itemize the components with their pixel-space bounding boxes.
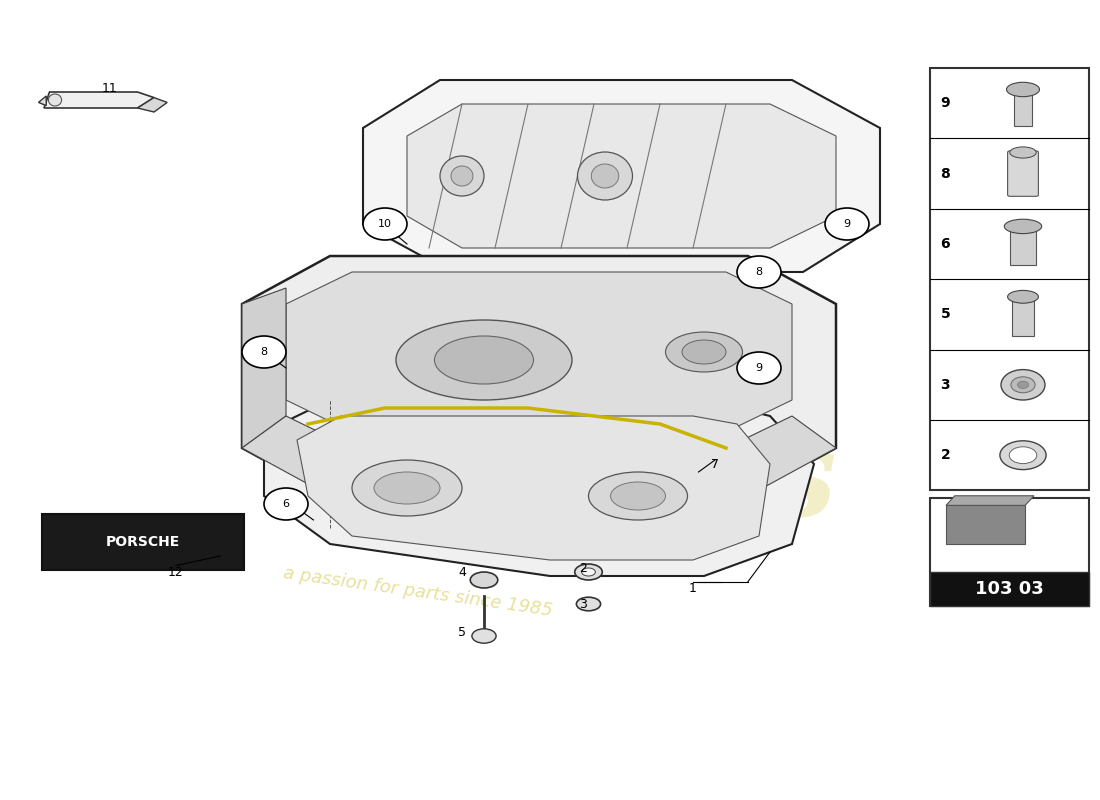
Polygon shape <box>297 416 770 560</box>
Ellipse shape <box>578 152 632 200</box>
Text: 5: 5 <box>458 626 466 638</box>
Text: 12: 12 <box>168 566 184 578</box>
FancyBboxPatch shape <box>1010 226 1036 265</box>
Ellipse shape <box>682 340 726 364</box>
Ellipse shape <box>1008 290 1038 303</box>
Ellipse shape <box>1006 82 1040 97</box>
Circle shape <box>825 208 869 240</box>
Text: 8: 8 <box>756 267 762 277</box>
Ellipse shape <box>1010 147 1036 158</box>
Ellipse shape <box>1000 441 1046 470</box>
Circle shape <box>737 352 781 384</box>
Ellipse shape <box>610 482 665 510</box>
Ellipse shape <box>592 164 618 188</box>
Ellipse shape <box>440 156 484 196</box>
Text: 7: 7 <box>711 458 719 470</box>
Text: 6: 6 <box>940 237 950 251</box>
Polygon shape <box>264 400 814 576</box>
Text: 11: 11 <box>102 82 118 94</box>
FancyBboxPatch shape <box>930 498 1089 606</box>
Polygon shape <box>242 256 836 496</box>
Ellipse shape <box>1011 377 1035 393</box>
Ellipse shape <box>1018 381 1028 389</box>
Ellipse shape <box>396 320 572 400</box>
Circle shape <box>737 256 781 288</box>
Text: 9: 9 <box>844 219 850 229</box>
Text: PORSCHE: PORSCHE <box>106 535 180 549</box>
Text: 5: 5 <box>940 307 950 322</box>
Polygon shape <box>407 104 836 248</box>
Ellipse shape <box>582 568 595 576</box>
FancyBboxPatch shape <box>1008 151 1038 196</box>
Polygon shape <box>286 272 792 432</box>
Text: 1: 1 <box>689 582 697 594</box>
Text: 8: 8 <box>940 166 950 181</box>
Text: euro: euro <box>462 309 774 427</box>
Circle shape <box>264 488 308 520</box>
Text: 10: 10 <box>378 219 392 229</box>
Polygon shape <box>363 80 880 272</box>
Ellipse shape <box>471 572 497 588</box>
Text: 103 03: 103 03 <box>975 580 1044 598</box>
FancyBboxPatch shape <box>930 572 1089 606</box>
FancyBboxPatch shape <box>1014 90 1032 126</box>
FancyBboxPatch shape <box>946 506 1025 544</box>
Text: pàres: pàres <box>462 418 838 542</box>
Ellipse shape <box>1009 446 1036 463</box>
Circle shape <box>242 336 286 368</box>
Ellipse shape <box>666 332 743 372</box>
Ellipse shape <box>451 166 473 186</box>
Circle shape <box>363 208 407 240</box>
Text: 4: 4 <box>458 566 466 578</box>
Polygon shape <box>44 92 154 108</box>
Ellipse shape <box>374 472 440 504</box>
Ellipse shape <box>576 597 601 611</box>
Text: a passion for parts since 1985: a passion for parts since 1985 <box>282 564 554 620</box>
Text: 3: 3 <box>940 378 950 392</box>
Text: 9: 9 <box>756 363 762 373</box>
Ellipse shape <box>1001 370 1045 400</box>
Ellipse shape <box>472 629 496 643</box>
Ellipse shape <box>1004 219 1042 234</box>
Polygon shape <box>138 98 167 112</box>
Polygon shape <box>39 96 46 106</box>
FancyBboxPatch shape <box>42 514 244 570</box>
Ellipse shape <box>434 336 534 384</box>
Ellipse shape <box>48 94 62 106</box>
Text: 3: 3 <box>579 598 587 610</box>
FancyBboxPatch shape <box>1012 297 1034 335</box>
Ellipse shape <box>588 472 688 520</box>
Polygon shape <box>242 288 286 448</box>
Ellipse shape <box>352 460 462 516</box>
Polygon shape <box>242 416 836 496</box>
Text: 8: 8 <box>261 347 267 357</box>
FancyBboxPatch shape <box>930 68 1089 490</box>
Text: 2: 2 <box>579 562 587 574</box>
Text: 2: 2 <box>940 448 950 462</box>
Text: 9: 9 <box>940 96 950 110</box>
Ellipse shape <box>574 564 603 580</box>
Text: 6: 6 <box>283 499 289 509</box>
Polygon shape <box>946 496 1034 506</box>
